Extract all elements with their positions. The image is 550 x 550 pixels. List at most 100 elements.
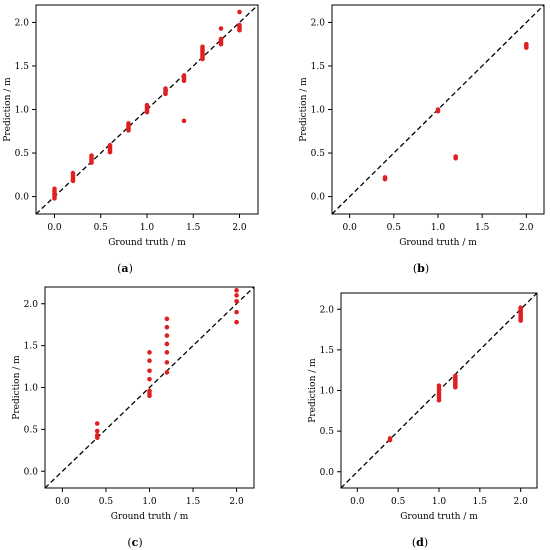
data-point — [435, 107, 441, 112]
data-point — [164, 324, 170, 330]
data-point — [144, 102, 150, 108]
data-point — [147, 388, 152, 394]
data-points — [94, 288, 239, 441]
y-tick-label: 0.0 — [311, 193, 326, 203]
data-point — [164, 333, 170, 338]
x-tick-label: 0.0 — [47, 223, 62, 233]
panel-caption-letter: a — [121, 262, 128, 275]
scatter-panel-4: 0.0 0.5 1.0 1.5 2.0 0.0 0.5 1.0 1.5 2.0 Ground tru… — [308, 292, 538, 549]
x-tick-label: 1.5 — [186, 223, 201, 233]
y-tick-label: 0.5 — [320, 427, 335, 437]
identity-reference-line — [45, 287, 254, 488]
x-axis-label: Ground truth / m — [111, 512, 189, 522]
data-point — [234, 298, 239, 304]
data-point — [164, 360, 170, 365]
data-point — [164, 370, 170, 375]
y-tick-label: 0.0 — [320, 468, 335, 478]
data-point — [147, 368, 152, 374]
x-tick-label: 1.0 — [140, 223, 155, 233]
y-tick-label: 1.5 — [24, 342, 39, 352]
y-axis-label: Prediction / m — [299, 77, 309, 142]
data-point — [126, 121, 131, 126]
x-tick-label: 1.5 — [475, 223, 490, 233]
data-point — [453, 373, 458, 379]
data-point — [453, 154, 458, 159]
data-point — [237, 9, 242, 15]
data-points — [382, 41, 529, 182]
x-tick-label: 2.0 — [519, 223, 534, 233]
y-tick-label: 1.5 — [320, 346, 335, 356]
data-point — [524, 41, 529, 47]
x-tick-label: 0.5 — [387, 223, 402, 233]
data-point — [234, 288, 239, 293]
x-tick-label: 1.0 — [431, 223, 446, 233]
y-tick-label: 1.0 — [24, 384, 39, 394]
x-axis-label: Ground truth / m — [399, 238, 477, 248]
data-point — [234, 319, 239, 325]
data-point — [218, 36, 224, 42]
y-tick-label: 0.5 — [15, 149, 30, 159]
y-tick-label: 1.0 — [311, 106, 326, 116]
panel-caption: (d) — [412, 536, 428, 549]
x-tick-label: 1.0 — [142, 497, 157, 507]
data-point — [94, 432, 100, 438]
data-point — [164, 316, 170, 322]
panel-caption-letter: c — [132, 536, 139, 549]
data-point — [234, 293, 239, 298]
data-point — [181, 118, 187, 124]
data-point — [218, 26, 224, 31]
y-tick-label: 1.0 — [15, 106, 30, 116]
data-point — [164, 350, 170, 355]
data-point — [382, 175, 388, 180]
data-point — [163, 86, 168, 91]
data-point — [518, 305, 523, 310]
y-tick-label: 2.0 — [15, 18, 30, 28]
y-tick-label: 1.5 — [311, 62, 326, 72]
data-point — [200, 44, 205, 50]
data-point — [52, 186, 57, 192]
y-axis-label: Prediction / m — [3, 77, 13, 142]
data-points — [52, 9, 242, 201]
y-tick-label: 2.0 — [311, 18, 326, 28]
y-tick-label: 0.5 — [311, 149, 326, 159]
y-tick-label: 0.5 — [24, 425, 39, 435]
data-points — [387, 305, 523, 443]
data-point — [164, 341, 170, 347]
data-point — [234, 309, 239, 315]
y-tick-label: 2.0 — [320, 305, 335, 315]
data-point — [94, 421, 100, 426]
y-tick-label: 0.0 — [15, 193, 30, 203]
data-point — [387, 436, 393, 441]
data-point — [94, 428, 100, 434]
x-axis-label: Ground truth / m — [108, 238, 186, 248]
data-point — [181, 73, 187, 78]
x-tick-label: 0.5 — [99, 497, 114, 507]
y-axis-label: Prediction / m — [12, 355, 22, 420]
x-tick-label: 2.0 — [229, 497, 244, 507]
scatter-panel-1: 0.0 0.5 1.0 1.5 2.0 0.0 0.5 1.0 1.5 2.0 Ground tru… — [3, 4, 259, 275]
y-tick-label: 2.0 — [24, 300, 39, 310]
panel-caption: (c) — [127, 536, 142, 549]
data-point — [89, 153, 94, 158]
x-axis-label: Ground truth / m — [400, 512, 478, 522]
x-tick-label: 1.5 — [186, 497, 201, 507]
y-axis-label: Prediction / m — [308, 358, 318, 423]
panel-caption-letter: d — [416, 536, 424, 549]
panel-caption: (a) — [117, 262, 133, 275]
y-tick-label: 1.0 — [320, 387, 335, 397]
data-point — [237, 22, 242, 28]
data-point — [147, 376, 152, 382]
data-point — [147, 350, 152, 355]
x-tick-label: 0.0 — [55, 497, 70, 507]
x-tick-label: 0.5 — [391, 497, 406, 507]
panel-caption-letter: b — [417, 262, 425, 275]
scatter-panel-3: 0.0 0.5 1.0 1.5 2.0 0.0 0.5 1.0 1.5 2.0 Ground tru… — [12, 286, 255, 549]
panel-caption: (b) — [413, 262, 429, 275]
data-point — [70, 170, 76, 176]
data-point — [107, 142, 113, 148]
x-tick-label: 0.0 — [343, 223, 358, 233]
x-tick-label: 0.0 — [350, 497, 365, 507]
y-tick-label: 1.5 — [15, 62, 30, 72]
x-tick-label: 0.5 — [94, 223, 109, 233]
